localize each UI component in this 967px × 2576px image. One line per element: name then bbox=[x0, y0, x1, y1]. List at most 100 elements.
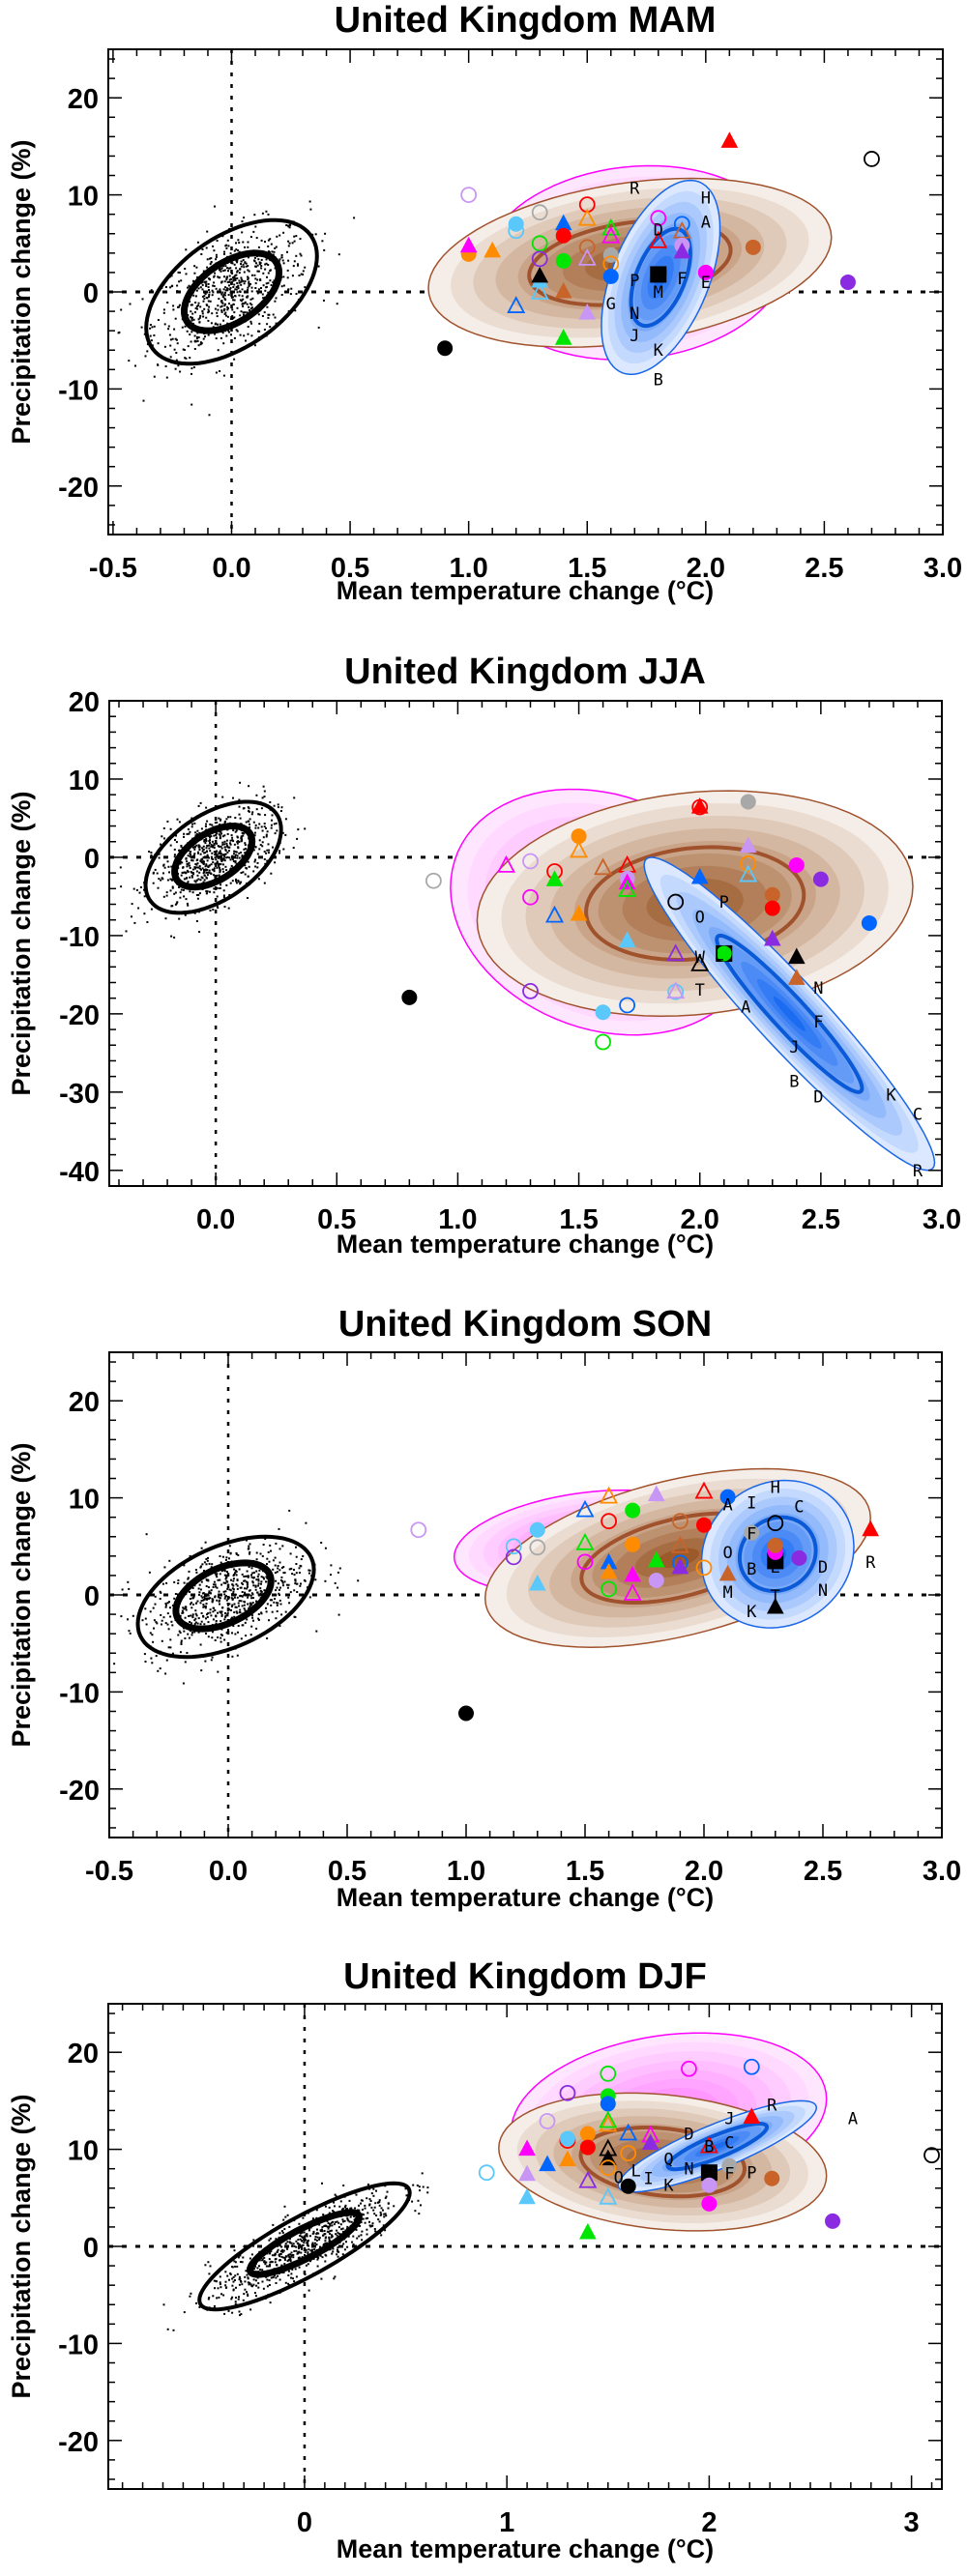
noise-sample-dot bbox=[224, 245, 227, 247]
noise-sample-dot bbox=[224, 299, 227, 302]
noise-sample-dot bbox=[205, 877, 208, 880]
noise-sample-dot bbox=[307, 2263, 309, 2266]
noise-sample-dot bbox=[166, 860, 169, 863]
noise-sample-dot bbox=[414, 2210, 417, 2213]
noise-sample-dot bbox=[227, 267, 230, 270]
noise-sample-dot bbox=[178, 886, 181, 888]
noise-sample-dot bbox=[185, 273, 188, 275]
noise-sample-dot bbox=[293, 796, 296, 799]
noise-sample-dot bbox=[294, 2268, 297, 2271]
noise-sample-dot bbox=[257, 1579, 260, 1582]
brown-ensemble-ellipse-level bbox=[656, 1548, 700, 1569]
noise-sample-dot bbox=[195, 832, 198, 835]
noise-sample-dot bbox=[251, 811, 254, 814]
model-point-circle bbox=[529, 1539, 546, 1556]
noise-sample-dot bbox=[216, 1576, 219, 1578]
noise-sample-dot bbox=[279, 810, 282, 812]
noise-sample-dot bbox=[227, 1596, 229, 1599]
noise-sample-dot bbox=[174, 317, 177, 320]
noise-sample-dot bbox=[266, 275, 268, 278]
noise-sample-dot bbox=[242, 1624, 245, 1627]
noise-sample-dot bbox=[232, 317, 234, 319]
noise-sample-dot bbox=[184, 1606, 187, 1608]
noise-sample-dot bbox=[385, 2214, 388, 2217]
noise-sample-dot bbox=[208, 2297, 211, 2299]
noise-sample-dot bbox=[277, 1567, 279, 1570]
noise-sample-dot bbox=[168, 1559, 171, 1562]
noise-sample-dot bbox=[352, 2235, 355, 2238]
noise-sample-dot bbox=[361, 2209, 364, 2211]
noise-sample-dot bbox=[229, 842, 231, 845]
noise-sample-dot bbox=[295, 1546, 297, 1548]
noise-sample-dot bbox=[179, 1651, 182, 1654]
noise-sample-dot bbox=[193, 848, 196, 851]
noise-sample-dot bbox=[205, 871, 208, 874]
noise-sample-dot bbox=[234, 1569, 237, 1572]
noise-sample-dot bbox=[334, 2193, 337, 2196]
noise-sample-dot bbox=[272, 313, 275, 316]
noise-sample-dot bbox=[183, 2311, 186, 2314]
noise-sample-dot bbox=[167, 865, 170, 868]
noise-sample-dot bbox=[258, 1569, 261, 1572]
noise-sample-dot bbox=[205, 823, 207, 825]
noise-sample-dot bbox=[189, 867, 191, 869]
noise-sample-dot bbox=[296, 1591, 299, 1593]
noise-sample-dot bbox=[230, 1617, 233, 1620]
noise-sample-dot bbox=[366, 2184, 369, 2185]
noise-sample-dot bbox=[232, 1592, 234, 1595]
noise-sample-dot bbox=[223, 313, 226, 315]
noise-sample-dot bbox=[204, 825, 207, 827]
noise-sample-dot bbox=[248, 280, 250, 283]
noise-sample-dot bbox=[207, 1578, 210, 1581]
noise-sample-dot bbox=[314, 2236, 317, 2238]
noise-sample-dot bbox=[185, 898, 188, 901]
model-letter-label: F bbox=[724, 2165, 734, 2185]
noise-sample-dot bbox=[295, 2275, 298, 2278]
noise-sample-dot bbox=[220, 300, 222, 303]
noise-sample-dot bbox=[222, 857, 225, 860]
noise-sample-dot bbox=[214, 1609, 217, 1611]
noise-sample-dot bbox=[192, 1596, 195, 1599]
noise-sample-dot bbox=[212, 2295, 215, 2298]
noise-sample-dot bbox=[187, 854, 190, 857]
noise-sample-dot bbox=[208, 414, 211, 417]
noise-sample-dot bbox=[171, 885, 174, 888]
noise-sample-dot bbox=[275, 1589, 278, 1592]
model-letter-label: I bbox=[747, 1494, 756, 1514]
noise-sample-dot bbox=[221, 291, 224, 294]
noise-sample-dot bbox=[206, 266, 209, 269]
noise-sample-dot bbox=[238, 2278, 241, 2281]
noise-sample-dot bbox=[215, 1585, 218, 1588]
model-letter-label: H bbox=[701, 189, 711, 209]
noise-sample-dot bbox=[324, 232, 327, 235]
noise-sample-dot bbox=[235, 286, 238, 289]
noise-sample-dot bbox=[257, 1584, 260, 1587]
noise-sample-dot bbox=[258, 2259, 261, 2262]
noise-sample-dot bbox=[193, 880, 196, 883]
noise-sample-dot bbox=[314, 2238, 317, 2241]
noise-sample-dot bbox=[219, 2275, 221, 2278]
noise-sample-dot bbox=[256, 2267, 259, 2270]
noise-sample-dot bbox=[335, 2221, 337, 2223]
model-point-triangle bbox=[575, 1499, 595, 1518]
noise-sample-dot bbox=[120, 308, 123, 311]
noise-sample-dot bbox=[190, 1614, 192, 1617]
noise-sample-dot bbox=[289, 1552, 292, 1555]
noise-sample-dot bbox=[206, 868, 209, 871]
noise-sample-dot bbox=[218, 874, 220, 877]
noise-sample-dot bbox=[315, 1630, 318, 1633]
noise-sample-dot bbox=[200, 1669, 203, 1672]
noise-sample-dot bbox=[196, 335, 198, 338]
noise-sample-dot bbox=[283, 1572, 286, 1575]
noise-sample-dot bbox=[208, 871, 211, 874]
noise-sample-dot bbox=[184, 1661, 187, 1664]
noise-sample-dot bbox=[231, 262, 234, 265]
noise-sample-dot bbox=[175, 841, 178, 844]
noise-sample-dot bbox=[272, 846, 274, 849]
noise-sample-dot bbox=[237, 846, 240, 849]
noise-sample-dot bbox=[220, 310, 223, 313]
noise-sample-dot bbox=[243, 807, 246, 810]
noise-sample-dot bbox=[275, 246, 278, 248]
noise-sample-dot bbox=[233, 263, 236, 266]
